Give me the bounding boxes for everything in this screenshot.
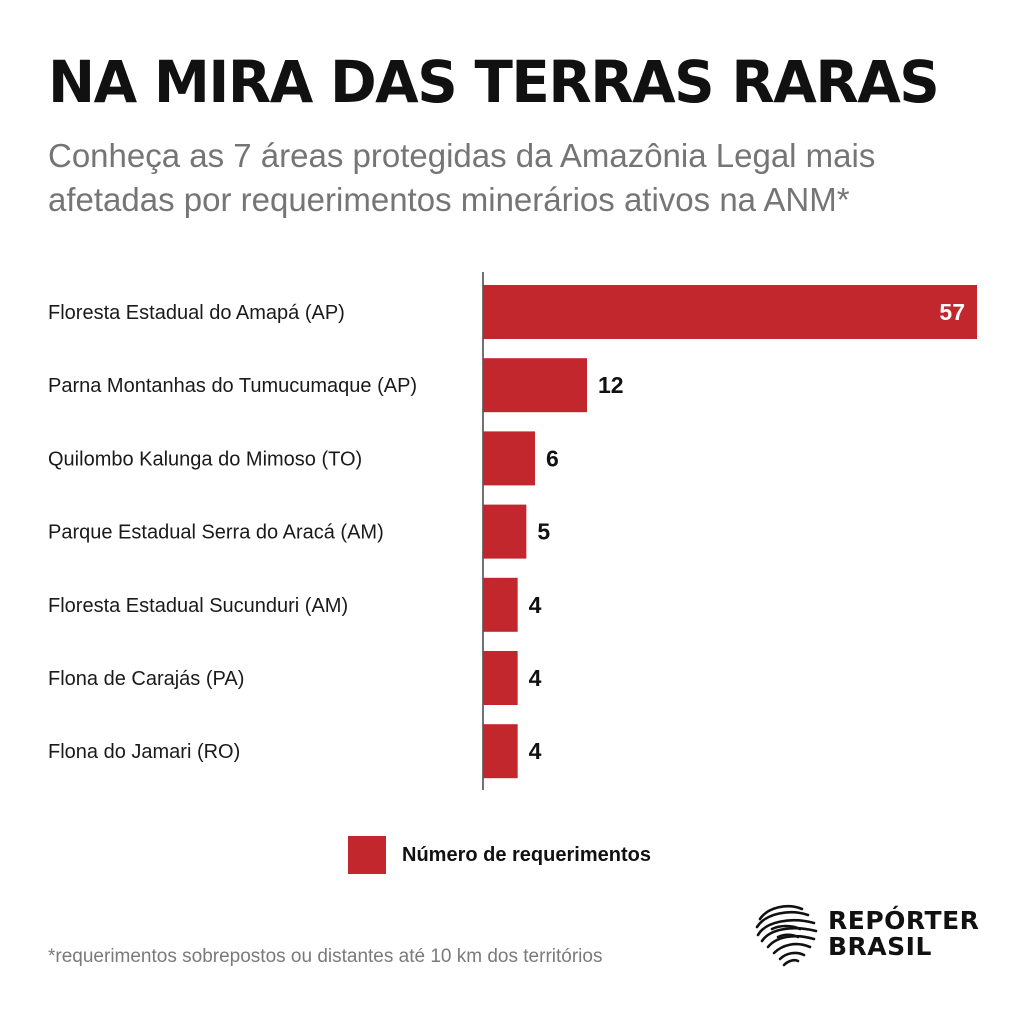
- value-label: 4: [529, 592, 542, 618]
- value-label: 6: [546, 445, 559, 471]
- value-label: 57: [939, 299, 965, 325]
- bar: [483, 431, 535, 486]
- page-title: NA MIRA DAS TERRAS RARAS: [48, 48, 940, 116]
- bar: [483, 285, 977, 339]
- category-label: Flona do Jamari (RO): [48, 741, 240, 763]
- logo-line-1: REPÓRTER: [828, 906, 980, 935]
- bar: [483, 358, 587, 413]
- bar: [483, 724, 518, 779]
- category-label: Parque Estadual Serra do Aracá (AM): [48, 522, 384, 544]
- bar: [483, 651, 518, 705]
- logo-line-2: BRASIL: [828, 932, 932, 961]
- legend-label: Número de requerimentos: [402, 843, 651, 866]
- value-label: 5: [537, 519, 550, 545]
- category-label: Floresta Estadual Sucunduri (AM): [48, 595, 348, 617]
- category-label: Flona de Carajás (PA): [48, 668, 244, 690]
- reporter-brasil-logo: REPÓRTER BRASIL: [754, 898, 984, 970]
- value-label: 4: [529, 665, 542, 691]
- footnote: *requerimentos sobrepostos ou distantes …: [48, 946, 603, 967]
- legend-swatch: [348, 836, 386, 874]
- value-label: 4: [529, 738, 542, 764]
- category-label: Parna Montanhas do Tumucumaque (AP): [48, 375, 417, 397]
- bar: [483, 577, 518, 632]
- bar: [483, 504, 527, 559]
- fingerprint-brazil-map-icon: [755, 905, 818, 967]
- chart-legend: Número de requerimentos: [348, 836, 651, 874]
- category-label: Floresta Estadual do Amapá (AP): [48, 302, 345, 324]
- page-subtitle: Conheça as 7 áreas protegidas da Amazôni…: [48, 137, 876, 218]
- value-label: 12: [598, 372, 624, 398]
- category-label: Quilombo Kalunga do Mimoso (TO): [48, 448, 362, 470]
